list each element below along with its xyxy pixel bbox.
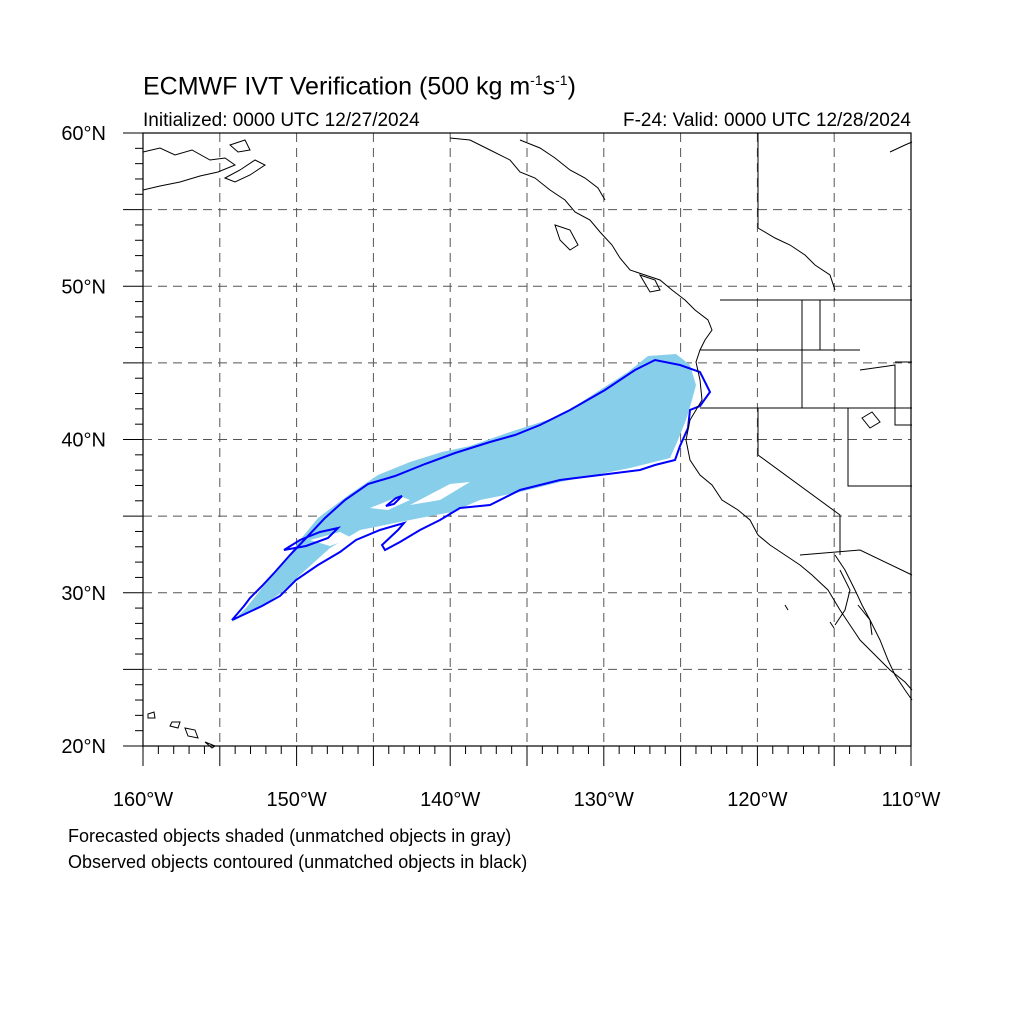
forecast-shaded-area: [232, 354, 696, 622]
observed-contour-small: [283, 526, 342, 551]
footer-observed-note: Observed objects contoured (unmatched ob…: [68, 852, 528, 872]
footer-forecast-note: Forecasted objects shaded (unmatched obj…: [68, 826, 512, 846]
map-ticks: [123, 132, 912, 766]
lat-label: 30°N: [61, 583, 106, 605]
lon-label: 130°W: [574, 789, 634, 811]
lon-label: 120°W: [727, 789, 787, 811]
lat-label: 50°N: [61, 276, 106, 298]
lon-label: 110°W: [882, 789, 941, 811]
lon-label: 160°W: [113, 789, 173, 811]
coastlines: [142, 133, 913, 749]
lat-label: 60°N: [61, 123, 106, 145]
lat-label: 20°N: [61, 736, 106, 758]
valid-time: F-24: Valid: 0000 UTC 12/28/2024: [623, 110, 911, 131]
map-title: ECMWF IVT Verification (500 kg m-1s-1): [143, 72, 576, 101]
forecast-hole: [310, 532, 352, 546]
longitude-labels: 160°W 150°W 140°W 130°W 120°W 110°W: [113, 789, 941, 811]
lon-label: 150°W: [266, 789, 326, 811]
forecast-object: [232, 354, 696, 622]
forecast-hole: [410, 482, 470, 505]
initialized-time: Initialized: 0000 UTC 12/27/2024: [143, 110, 420, 131]
latitude-labels: 60°N 50°N 40°N 30°N 20°N: [61, 123, 106, 758]
map-frame: [142, 132, 912, 747]
lat-label: 40°N: [61, 430, 106, 452]
observed-contour-small: [385, 495, 403, 507]
lon-label: 140°W: [420, 789, 480, 811]
